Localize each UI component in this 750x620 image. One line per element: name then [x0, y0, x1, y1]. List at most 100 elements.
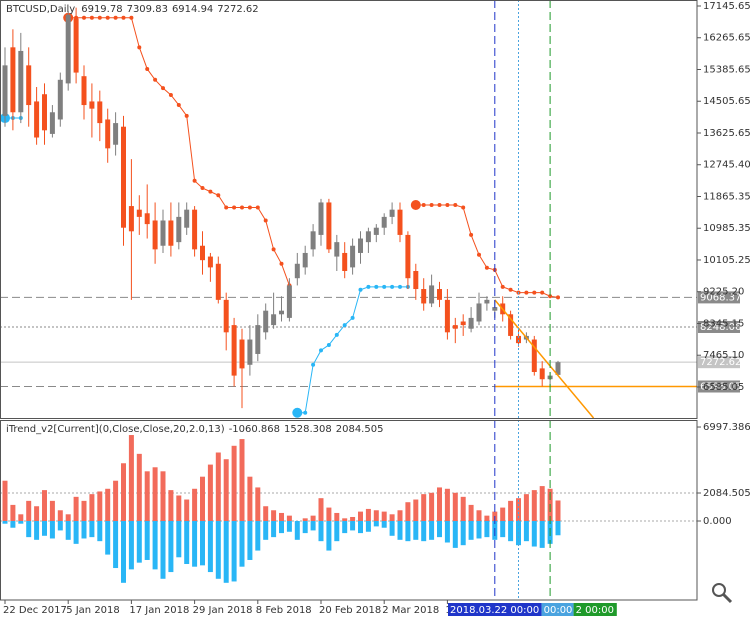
histogram-bar: [42, 490, 47, 522]
candle-body: [421, 289, 427, 304]
candle-body: [263, 310, 269, 333]
candle-body: [223, 299, 229, 333]
histogram-bar: [413, 521, 419, 540]
histogram-bar: [310, 521, 316, 531]
histogram-bar: [200, 521, 205, 566]
price-panel-frame: [0, 0, 698, 419]
candle-body: [89, 101, 95, 109]
candle-body: [207, 256, 213, 268]
candle-body: [65, 14, 71, 84]
candle-body: [121, 126, 126, 228]
indicator-title: iTrend_v2[Current](0,Close,Close,20,2.0,…: [6, 424, 383, 435]
histogram-bar: [508, 500, 514, 522]
histogram-bar: [437, 487, 442, 522]
histogram-bar: [152, 467, 158, 522]
histogram-bar: [26, 521, 32, 538]
candle-body: [381, 216, 387, 228]
histogram-bar: [65, 521, 71, 540]
high-value: 7309.83: [127, 4, 168, 15]
candle-body: [26, 65, 32, 106]
histogram-bar: [184, 521, 190, 564]
histogram-bar: [73, 521, 79, 544]
candle-body: [136, 209, 142, 217]
histogram-bar: [168, 521, 174, 573]
histogram-bar: [484, 515, 490, 522]
histogram-bar: [231, 521, 237, 582]
candle-body: [365, 231, 371, 243]
histogram-bar: [429, 492, 435, 522]
level-label: 8248.06: [700, 322, 741, 333]
candle-body: [405, 234, 411, 279]
histogram-bar: [358, 511, 363, 522]
y-tick-label: 2084.505: [703, 488, 750, 499]
zoom-icon[interactable]: [712, 583, 733, 604]
y-tick-label: 14505.65: [703, 96, 750, 107]
candle-body: [18, 50, 24, 113]
y-tick-label: 0.000: [703, 516, 732, 527]
level-label-box: [698, 356, 740, 369]
candle-body: [539, 368, 545, 380]
histogram-bar: [476, 521, 482, 539]
histogram-bar: [539, 486, 545, 522]
histogram-bar: [200, 476, 205, 522]
indicator-value: -1060.868: [229, 424, 280, 435]
candle-body: [492, 307, 498, 311]
histogram-bar: [144, 471, 150, 522]
y-tick-label: 6997.386: [703, 422, 750, 433]
low-value: 6914.94: [172, 4, 213, 15]
histogram-bar: [81, 521, 87, 539]
histogram-bar: [10, 521, 16, 528]
histogram-bar: [97, 491, 103, 522]
candle-body: [294, 263, 300, 279]
candle-body: [81, 76, 87, 106]
histogram-bar: [136, 521, 142, 563]
histogram-bar: [452, 492, 458, 522]
indicator-value: 2084.505: [336, 424, 384, 435]
symbol: BTCUSD,Daily: [6, 4, 75, 15]
y-tick-label: 10985.35: [703, 223, 750, 234]
level-label-box: [698, 320, 740, 333]
histogram-bar: [421, 494, 427, 522]
trend-line: [68, 17, 559, 298]
level-label: 7272.62: [700, 357, 741, 368]
marker-label-box: [573, 603, 617, 616]
histogram-bar: [365, 508, 371, 522]
histogram-bar: [405, 521, 411, 542]
histogram-bar: [42, 521, 47, 536]
candle-body: [57, 79, 63, 120]
candle-body: [255, 325, 261, 354]
histogram-bar: [34, 521, 40, 540]
histogram-bar: [302, 521, 308, 534]
histogram-bar: [318, 521, 324, 542]
candle-body: [429, 285, 435, 304]
candle-body: [42, 94, 47, 131]
histogram-bar: [215, 452, 221, 522]
histogram-bar: [460, 521, 466, 546]
histogram-bar: [160, 471, 166, 522]
marker-label-box: [541, 603, 574, 616]
histogram-bar: [555, 500, 561, 522]
price-panel: [0, 7, 697, 418]
histogram-bar: [34, 506, 40, 522]
indicator-panel: [0, 435, 697, 583]
histogram-bar: [421, 521, 427, 542]
x-tick-label: 20 Feb 2018: [319, 605, 381, 616]
candle-body: [97, 101, 103, 124]
histogram-bar: [508, 521, 514, 542]
candle-body: [334, 242, 340, 257]
candle-body: [200, 245, 205, 261]
indicator-name: iTrend_v2[Current](0,Close,Close,20,2.0,…: [6, 424, 225, 435]
y-tick-label: 8345.15: [703, 318, 744, 329]
y-tick-label: 17145.65: [703, 1, 750, 12]
candle-body: [34, 101, 40, 138]
histogram-bar: [286, 521, 292, 532]
histogram-bar: [176, 495, 182, 522]
candle-body: [152, 220, 158, 250]
candle-body: [318, 202, 324, 235]
candle-body: [444, 299, 450, 333]
candle-body: [49, 112, 55, 134]
histogram-bar: [389, 514, 395, 522]
histogram-bar: [310, 515, 316, 522]
histogram-bar: [350, 516, 356, 522]
